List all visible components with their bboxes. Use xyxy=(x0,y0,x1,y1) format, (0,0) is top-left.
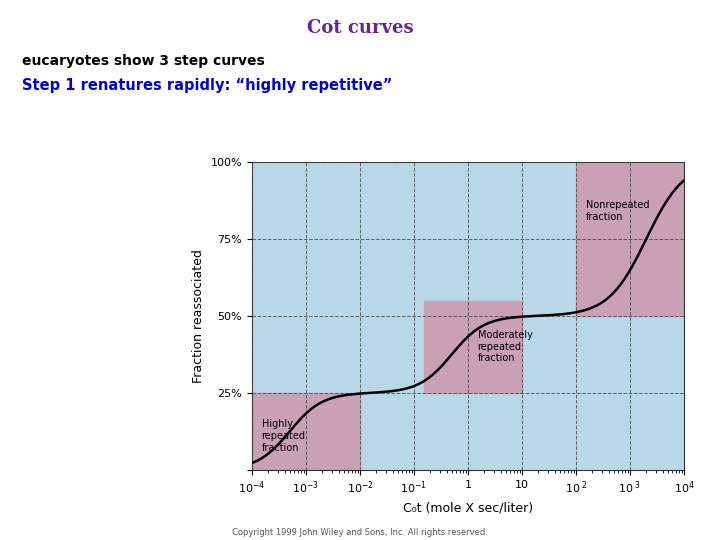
Y-axis label: Fraction reassociated: Fraction reassociated xyxy=(192,249,205,383)
Text: Nonrepeated
fraction: Nonrepeated fraction xyxy=(585,200,649,222)
X-axis label: C₀t (mole X sec/liter): C₀t (mole X sec/liter) xyxy=(403,502,533,515)
Text: Copyright 1999 John Wiley and Sons, Inc. All rights reserved.: Copyright 1999 John Wiley and Sons, Inc.… xyxy=(232,528,488,537)
Text: Moderately
repeated
fraction: Moderately repeated fraction xyxy=(477,330,532,363)
Text: Cot curves: Cot curves xyxy=(307,19,413,37)
Text: Highly
repeated
fraction: Highly repeated fraction xyxy=(261,420,305,453)
Text: Step 1 renatures rapidly: “highly repetitive”: Step 1 renatures rapidly: “highly repeti… xyxy=(22,78,392,93)
Text: eucaryotes show 3 step curves: eucaryotes show 3 step curves xyxy=(22,54,264,68)
